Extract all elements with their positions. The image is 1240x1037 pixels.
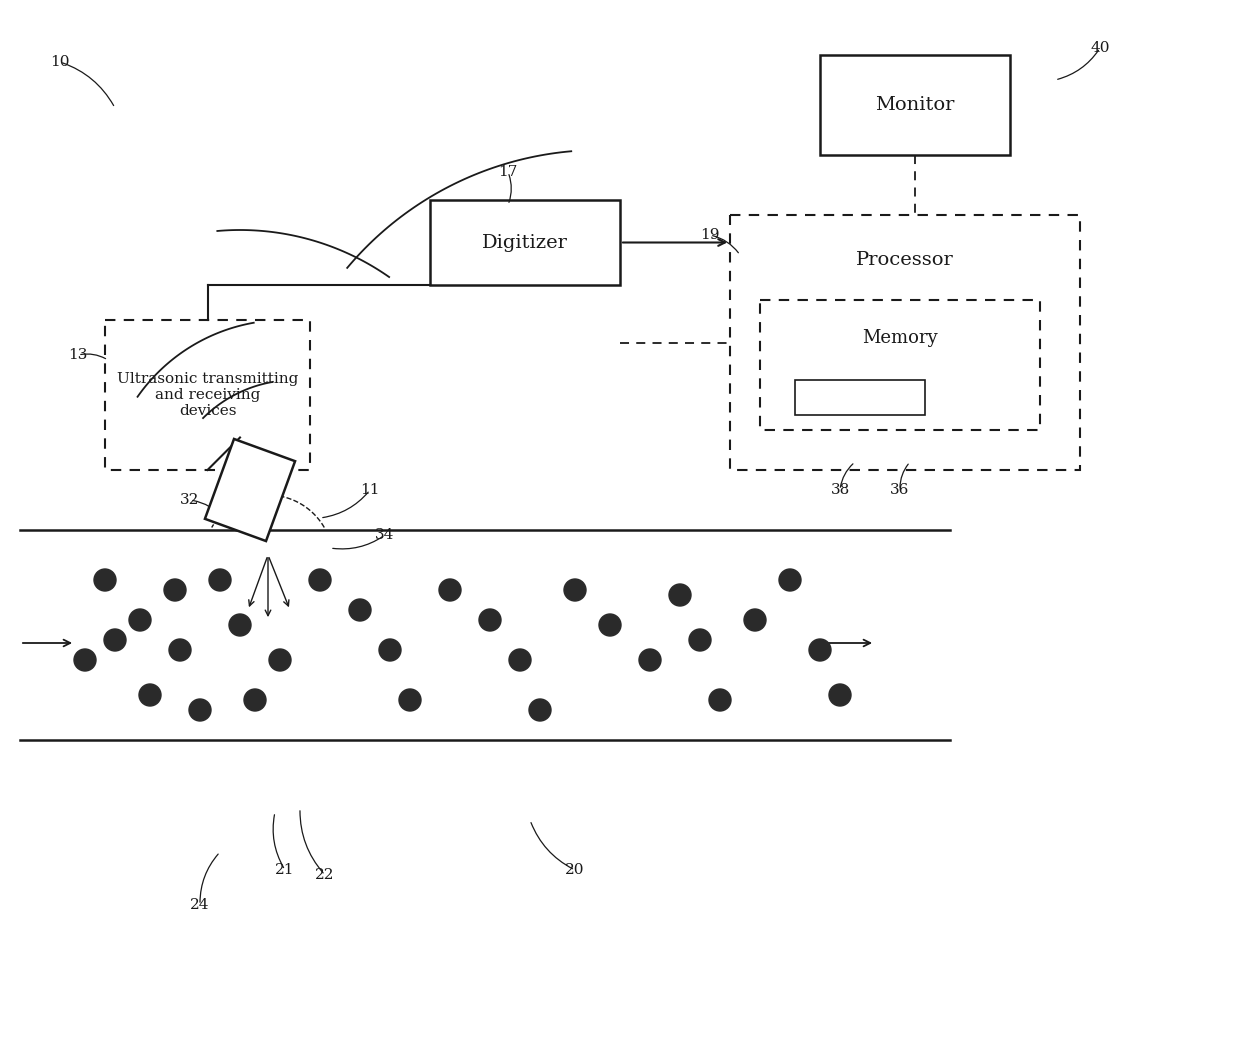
Text: 10: 10 [51,55,69,69]
Bar [760,300,1040,430]
Text: 32: 32 [180,493,200,507]
Circle shape [129,609,151,630]
Text: Ultrasonic transmitting
and receiving
devices: Ultrasonic transmitting and receiving de… [117,372,298,418]
Bar [795,380,925,415]
Circle shape [74,649,95,671]
Circle shape [599,614,621,636]
Circle shape [689,629,711,651]
Circle shape [309,569,331,591]
Circle shape [210,569,231,591]
Text: Monitor: Monitor [875,96,955,114]
Circle shape [188,699,211,721]
Circle shape [244,689,267,711]
Text: 40: 40 [1090,41,1110,55]
Bar [730,215,1080,470]
Text: 34: 34 [376,528,394,542]
Text: 13: 13 [68,348,88,362]
Polygon shape [205,439,295,541]
Circle shape [229,614,250,636]
Text: 36: 36 [890,483,910,497]
Circle shape [479,609,501,630]
Circle shape [139,684,161,706]
Circle shape [169,639,191,661]
Circle shape [639,649,661,671]
Text: Memory: Memory [862,329,937,347]
Circle shape [744,609,766,630]
Bar [105,320,310,470]
Bar [820,55,1011,155]
Circle shape [439,579,461,601]
Circle shape [508,649,531,671]
Text: 22: 22 [315,868,335,882]
Text: 20: 20 [565,863,585,877]
Circle shape [104,629,126,651]
Circle shape [94,569,117,591]
Text: 24: 24 [190,898,210,912]
Circle shape [808,639,831,661]
Text: Digitizer: Digitizer [482,233,568,252]
Circle shape [348,599,371,621]
Circle shape [529,699,551,721]
Text: 21: 21 [275,863,295,877]
Circle shape [164,579,186,601]
Circle shape [779,569,801,591]
Circle shape [379,639,401,661]
Circle shape [269,649,291,671]
Circle shape [399,689,422,711]
Text: 19: 19 [701,228,719,242]
Circle shape [709,689,732,711]
Text: 11: 11 [361,483,379,497]
Circle shape [564,579,587,601]
Circle shape [830,684,851,706]
Circle shape [670,584,691,606]
Text: Processor: Processor [856,251,954,269]
Text: 17: 17 [498,165,517,179]
Text: 38: 38 [831,483,849,497]
Bar [430,200,620,285]
